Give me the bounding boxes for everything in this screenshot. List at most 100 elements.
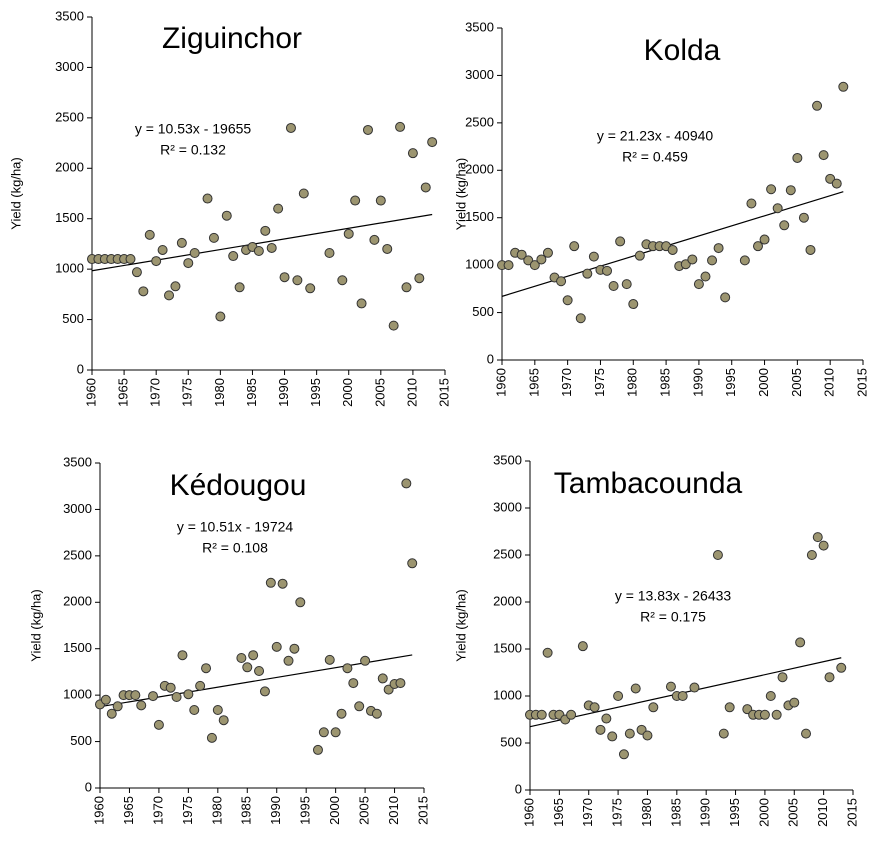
point xyxy=(634,250,645,261)
y-tick-label: 1000 xyxy=(63,687,92,702)
point xyxy=(542,247,553,258)
point xyxy=(414,273,425,284)
point xyxy=(818,540,829,551)
x-tick-label: 1960 xyxy=(91,796,106,825)
point xyxy=(259,686,270,697)
x-tick-label: 1965 xyxy=(116,378,131,407)
point xyxy=(295,597,306,608)
x-tick-label: 1960 xyxy=(521,798,536,827)
point xyxy=(801,728,812,739)
point xyxy=(759,709,770,720)
point xyxy=(812,100,823,111)
point xyxy=(401,478,412,489)
point xyxy=(131,267,142,278)
point xyxy=(407,148,418,159)
y-tick-label: 500 xyxy=(500,734,522,749)
point xyxy=(556,276,567,287)
point xyxy=(836,662,847,673)
point xyxy=(621,279,632,290)
point xyxy=(176,237,187,248)
chart-title: Ziguinchor xyxy=(162,22,302,55)
point xyxy=(718,728,729,739)
x-tick-label: 1985 xyxy=(244,378,259,407)
point xyxy=(265,577,276,588)
trend-r-squared: R² = 0.108 xyxy=(202,540,268,556)
x-tick-label: 1985 xyxy=(239,796,254,825)
y-tick-label: 3500 xyxy=(63,454,92,469)
x-tick-label: 1990 xyxy=(698,798,713,827)
x-tick-label: 1990 xyxy=(276,378,291,407)
point xyxy=(628,299,639,310)
point xyxy=(375,195,386,206)
point xyxy=(595,724,606,735)
trend-equation: y = 21.23x - 40940 xyxy=(597,128,714,144)
point xyxy=(648,702,659,713)
x-tick-label: 1975 xyxy=(180,796,195,825)
point xyxy=(812,532,823,543)
point xyxy=(772,203,783,214)
y-tick-label: 2000 xyxy=(55,160,84,175)
point xyxy=(283,655,294,666)
x-tick-label: 1970 xyxy=(580,798,595,827)
x-tick-label: 1995 xyxy=(727,798,742,827)
point xyxy=(228,251,239,262)
chart-title: Tambacounda xyxy=(554,467,743,500)
point xyxy=(395,121,406,132)
point xyxy=(427,137,438,148)
point xyxy=(138,286,149,297)
point xyxy=(242,662,253,673)
x-tick-label: 1965 xyxy=(121,796,136,825)
point xyxy=(183,258,194,269)
point xyxy=(248,650,259,661)
trend-equation: y = 10.51x - 19724 xyxy=(177,519,294,535)
point xyxy=(401,282,412,293)
y-tick-label: 2500 xyxy=(63,547,92,562)
point xyxy=(792,152,803,163)
x-tick-label: 1965 xyxy=(526,368,541,397)
point xyxy=(208,232,219,243)
point xyxy=(529,260,540,271)
y-tick-label: 0 xyxy=(487,351,494,366)
x-tick-label: 2015 xyxy=(844,798,859,827)
y-tick-label: 2000 xyxy=(493,593,522,608)
point xyxy=(336,708,347,719)
y-tick-label: 500 xyxy=(62,311,84,326)
y-axis-label: Yield (kg/ha) xyxy=(8,157,23,230)
point xyxy=(589,702,600,713)
point xyxy=(277,578,288,589)
point xyxy=(630,683,641,694)
y-axis-label: Yield (kg/ha) xyxy=(453,589,468,662)
trend-equation: y = 13.83x - 26433 xyxy=(615,588,732,604)
x-tick-label: 2000 xyxy=(340,378,355,407)
point xyxy=(601,713,612,724)
x-tick-label: 1990 xyxy=(268,796,283,825)
point xyxy=(607,731,618,742)
point xyxy=(153,719,164,730)
point xyxy=(575,313,586,324)
point xyxy=(350,195,361,206)
point xyxy=(700,271,711,282)
point xyxy=(260,225,271,236)
x-tick-label: 1960 xyxy=(83,378,98,407)
point xyxy=(343,228,354,239)
point xyxy=(195,680,206,691)
x-tick-label: 1980 xyxy=(625,368,640,397)
x-tick-label: 2000 xyxy=(756,368,771,397)
point xyxy=(218,715,229,726)
x-tick-label: 2010 xyxy=(404,378,419,407)
point xyxy=(806,550,817,560)
point xyxy=(170,281,181,292)
point xyxy=(112,701,123,712)
point xyxy=(765,691,776,701)
point xyxy=(206,732,217,743)
y-tick-label: 3500 xyxy=(55,8,84,23)
point xyxy=(503,260,514,271)
x-tick-label: 2005 xyxy=(786,798,801,827)
point xyxy=(608,281,619,292)
point xyxy=(577,641,588,652)
point xyxy=(183,689,194,700)
point xyxy=(779,220,790,231)
point xyxy=(602,265,613,276)
point xyxy=(759,234,770,245)
